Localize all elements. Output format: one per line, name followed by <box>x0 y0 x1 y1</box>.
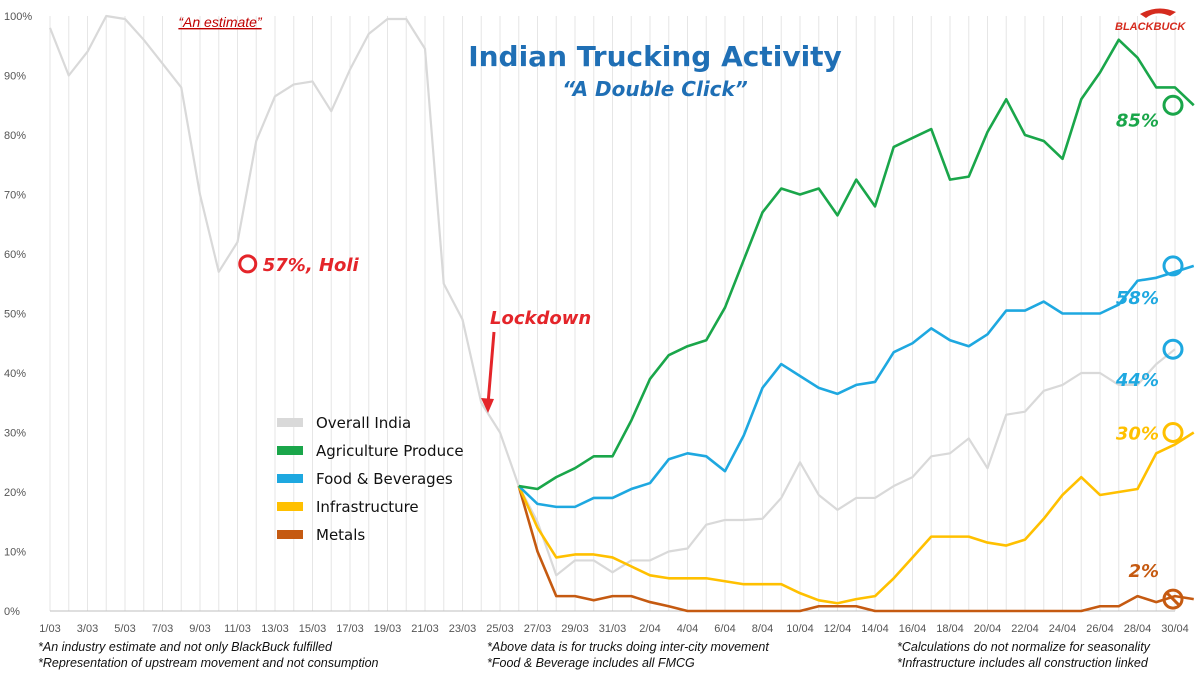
legend-label-agri: Agriculture Produce <box>316 442 464 460</box>
overall-end-marker <box>1162 338 1184 360</box>
x-tick-label: 6/04 <box>714 623 735 635</box>
y-tick-label: 90% <box>4 71 26 83</box>
y-tick-label: 0% <box>4 606 20 618</box>
legend-label-overall: Overall India <box>316 414 411 432</box>
series-lines <box>48 14 1195 613</box>
x-tick-label: 11/03 <box>224 623 251 635</box>
y-tick-label: 50% <box>4 309 26 321</box>
x-tick-label: 8/04 <box>752 623 773 635</box>
x-tick-label: 1/03 <box>39 623 60 635</box>
x-tick-label: 5/03 <box>114 623 135 635</box>
estimate-note: “An estimate” <box>178 14 263 30</box>
x-tick-label: 3/03 <box>77 623 98 635</box>
y-tick-label: 20% <box>4 487 26 499</box>
legend-label-metals: Metals <box>316 526 365 544</box>
blackbuck-logo: BLACKBUCK <box>1115 8 1186 33</box>
legend-swatch-agri <box>277 446 303 455</box>
lockdown-arrowhead-icon <box>481 398 494 413</box>
y-tick-label: 40% <box>4 368 26 380</box>
x-tick-label: 19/03 <box>374 623 402 635</box>
x-tick-label: 25/03 <box>486 623 514 635</box>
footnote-mid-2: *Food & Beverage includes all FMCG <box>487 656 695 670</box>
x-tick-label: 9/03 <box>189 623 210 635</box>
x-tick-label: 21/03 <box>411 623 439 635</box>
y-axis-ticks: 0% 10% 20% 30% 40% 50% 60% 70% 80% 90% 100% <box>4 11 32 618</box>
lockdown-arrow <box>486 331 496 405</box>
x-tick-label: 23/03 <box>449 623 477 635</box>
agri-end-label: 85% <box>1116 110 1159 131</box>
y-tick-label: 80% <box>4 130 26 142</box>
x-tick-label: 12/04 <box>824 623 852 635</box>
legend-swatch-infra <box>277 502 303 511</box>
legend: Overall India Agriculture Produce Food &… <box>277 414 464 544</box>
legend-label-food: Food & Beverages <box>316 470 453 488</box>
metals-end-label: 2% <box>1128 561 1159 582</box>
legend-label-infra: Infrastructure <box>316 498 419 516</box>
y-tick-label: 30% <box>4 428 26 440</box>
food-end-label: 58% <box>1116 288 1159 309</box>
agri-end-marker <box>1162 94 1184 116</box>
x-tick-label: 15/03 <box>299 623 327 635</box>
series-line-overall-india <box>48 14 1176 577</box>
infra-end-label: 30% <box>1116 424 1159 445</box>
chart-subtitle: “A Double Click” <box>562 77 748 101</box>
footnote-left-2: *Representation of upstream movement and… <box>38 656 379 670</box>
legend-swatch-metals <box>277 530 303 539</box>
holi-marker <box>238 254 258 274</box>
x-tick-label: 18/04 <box>936 623 964 635</box>
y-tick-label: 70% <box>4 190 26 202</box>
x-tick-label: 2/04 <box>639 623 660 635</box>
footnote-left-1: *An industry estimate and not only Black… <box>38 640 333 654</box>
x-tick-label: 24/04 <box>1049 623 1077 635</box>
footnote-right-2: *Infrastructure includes all constructio… <box>897 656 1149 670</box>
footnote-right-1: *Calculations do not normalize for seaso… <box>897 640 1151 654</box>
series-line-infrastructure <box>517 431 1195 605</box>
lockdown-label: Lockdown <box>490 308 591 329</box>
x-tick-label: 28/04 <box>1124 623 1152 635</box>
y-tick-label: 100% <box>4 11 32 23</box>
x-tick-label: 26/04 <box>1086 623 1114 635</box>
food-end-marker <box>1162 255 1184 277</box>
metals-end-marker <box>1162 588 1184 610</box>
x-tick-label: 4/04 <box>677 623 698 635</box>
footnotes: *An industry estimate and not only Black… <box>38 640 1151 670</box>
x-tick-label: 14/04 <box>861 623 889 635</box>
brand-name: BLACKBUCK <box>1115 21 1186 33</box>
series-line-metals <box>517 485 1194 613</box>
series-line-agriculture-produce <box>518 38 1195 491</box>
y-tick-label: 10% <box>4 547 26 559</box>
x-tick-label: 31/03 <box>599 623 627 635</box>
logo-swoosh-icon <box>1140 8 1176 18</box>
series-line-food-beverages <box>517 264 1195 509</box>
infra-end-marker <box>1162 422 1184 443</box>
legend-swatch-overall <box>277 418 303 427</box>
x-tick-label: 20/04 <box>974 623 1002 635</box>
footnote-mid-1: *Above data is for trucks doing inter-ci… <box>487 640 769 654</box>
x-tick-label: 17/03 <box>336 623 364 635</box>
chart-title: Indian Trucking Activity <box>468 40 842 73</box>
holi-label: 57%, Holi <box>263 255 360 276</box>
x-tick-label: 10/04 <box>786 623 814 635</box>
x-tick-label: 7/03 <box>152 623 173 635</box>
x-axis-ticks: 1/03 3/03 5/03 7/03 9/03 11/03 13/03 15/03 17/03… <box>39 623 1188 635</box>
y-tick-label: 60% <box>4 249 26 261</box>
x-tick-label: 13/03 <box>261 623 289 635</box>
vertical-gridlines <box>49 16 1176 612</box>
x-tick-label: 16/04 <box>899 623 927 635</box>
x-tick-label: 29/03 <box>561 623 589 635</box>
x-tick-label: 22/04 <box>1011 623 1039 635</box>
x-tick-label: 27/03 <box>524 623 552 635</box>
legend-swatch-food <box>277 474 303 483</box>
metals-marker-slash <box>1165 592 1181 607</box>
overall-end-label: 44% <box>1115 370 1159 391</box>
x-tick-label: 30/04 <box>1161 623 1189 635</box>
